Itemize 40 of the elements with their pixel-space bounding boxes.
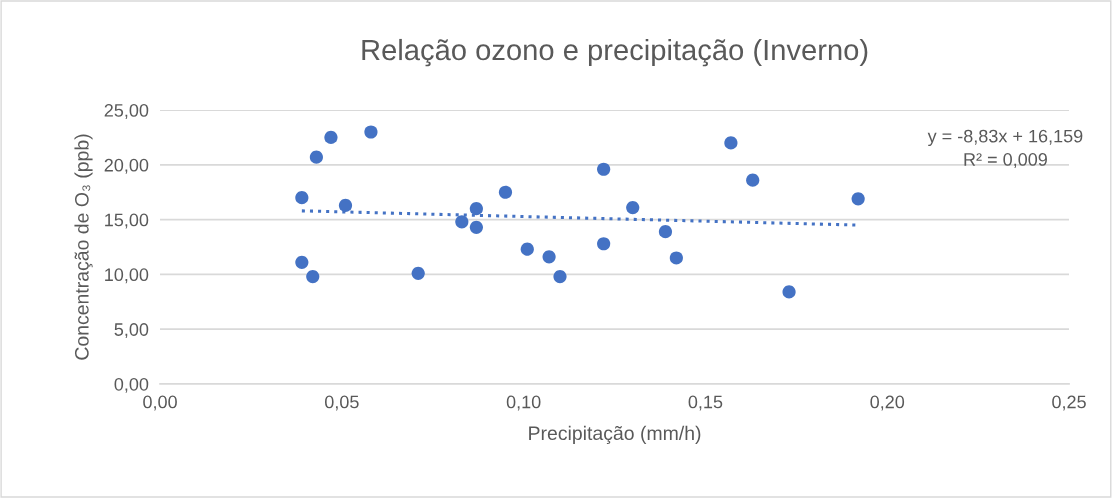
point <box>724 136 738 150</box>
x-tick-label: 0,20 <box>870 395 905 411</box>
y-axis-title: Concentração de O₃ (ppb) <box>74 134 93 360</box>
x-tick-label: 0,00 <box>143 395 177 411</box>
point <box>411 266 425 280</box>
point <box>498 185 513 199</box>
point <box>669 251 683 265</box>
y-tick-label: 0,00 <box>114 377 149 393</box>
x-axis-title: Precipitação (mm/h) <box>529 425 701 444</box>
y-tick-label: 10,00 <box>105 268 149 284</box>
point <box>455 215 469 229</box>
point <box>309 150 323 164</box>
point <box>520 242 534 256</box>
point <box>295 255 309 269</box>
x-tick-label: 0,05 <box>324 395 359 411</box>
point <box>324 130 338 145</box>
point <box>851 192 865 206</box>
point <box>782 285 796 299</box>
point <box>469 202 483 216</box>
point <box>306 270 320 284</box>
point <box>597 237 611 251</box>
y-tick-label: 25,00 <box>104 103 149 119</box>
x-tick-label: 0,15 <box>688 395 723 411</box>
y-tick-label: 15,00 <box>105 213 149 229</box>
point <box>469 220 483 234</box>
point <box>295 191 309 205</box>
annotation: y = -8,83x + 16,159 R² = 0,009 <box>927 129 1083 168</box>
x-tick-label: 0,10 <box>506 395 541 411</box>
chart-title: Relação ozono e precipitação (Inverno) <box>362 38 868 67</box>
point <box>338 198 353 212</box>
x-tick-label: 0,25 <box>1052 395 1086 411</box>
point <box>746 173 760 187</box>
point <box>542 250 556 264</box>
point <box>626 200 640 215</box>
point <box>658 225 673 239</box>
point <box>364 125 378 139</box>
point <box>553 270 567 284</box>
y-tick-label: 20,00 <box>104 158 149 174</box>
y-tick-label: 5,00 <box>114 323 149 339</box>
point <box>597 162 611 176</box>
